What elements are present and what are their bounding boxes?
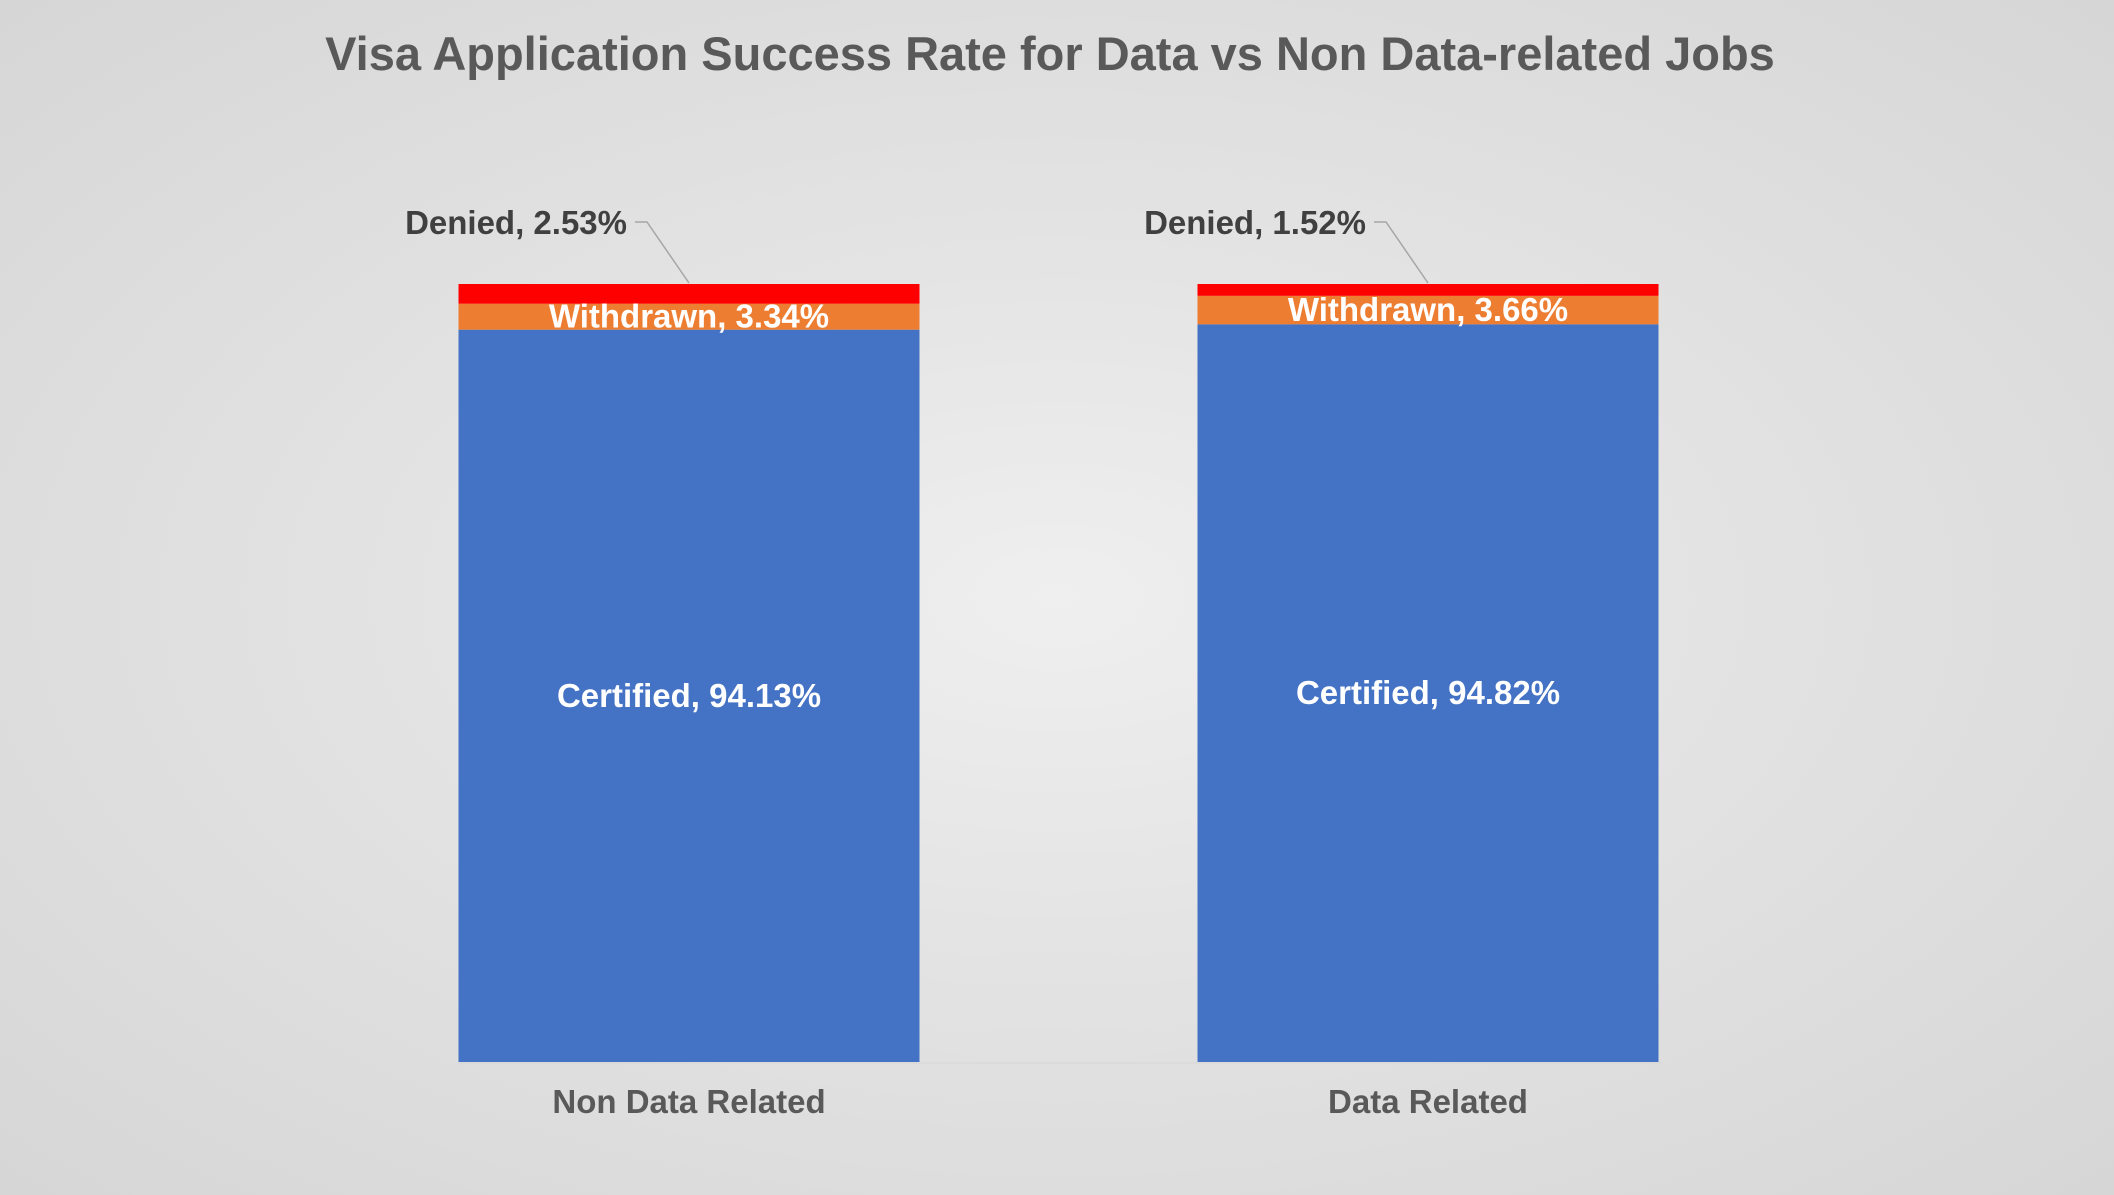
bar-certified-data-related bbox=[1197, 324, 1659, 1062]
bars-layer bbox=[458, 284, 1659, 1063]
bar-denied-data-related bbox=[1197, 284, 1659, 296]
data-label-certified-non-data-related: Certified, 94.13% bbox=[557, 677, 821, 714]
leader-line-denied-non-data-related bbox=[635, 221, 690, 284]
bar-withdrawn-data-related bbox=[1197, 295, 1659, 325]
leader-line-denied-data-related bbox=[1374, 221, 1429, 284]
data-label-certified-data-related: Certified, 94.82% bbox=[1296, 674, 1560, 711]
data-label-denied-data-related: Denied, 1.52% bbox=[1144, 204, 1366, 241]
category-label-non-data-related: Non Data Related bbox=[552, 1083, 825, 1120]
bar-withdrawn-non-data-related bbox=[458, 303, 920, 330]
chart-title: Visa Application Success Rate for Data v… bbox=[325, 27, 1775, 80]
category-label-data-related: Data Related bbox=[1328, 1083, 1528, 1120]
data-label-withdrawn-data-related: Withdrawn, 3.66% bbox=[1288, 291, 1568, 328]
bar-certified-non-data-related bbox=[458, 329, 920, 1063]
data-label-withdrawn-non-data-related: Withdrawn, 3.34% bbox=[549, 298, 829, 335]
data-labels: Certified, 94.13% Withdrawn, 3.34% Denied,… bbox=[405, 204, 1568, 714]
bar-denied-non-data-related bbox=[458, 284, 920, 304]
category-labels: Non Data Related Data Related bbox=[552, 1083, 1528, 1120]
leader-lines bbox=[635, 221, 1429, 284]
data-label-denied-non-data-related: Denied, 2.53% bbox=[405, 204, 627, 241]
